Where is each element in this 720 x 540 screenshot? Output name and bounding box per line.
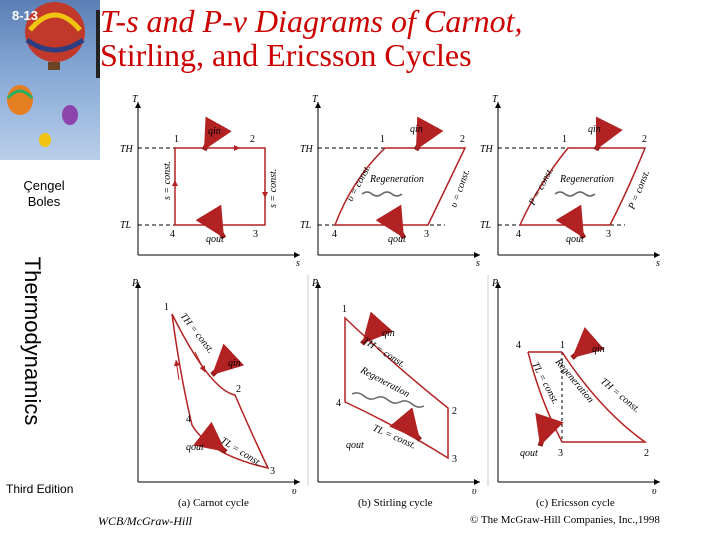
ericsson-pv-p4: 4 [516,340,521,351]
ericsson-pv-qout: qout [520,448,538,459]
ericsson-pv-qin: qin [592,344,605,355]
carnot-pv-qout: qout [186,442,204,453]
stirling-ts-diagram: T s TH TL 1 2 3 4 qin qout Regeneration … [300,94,480,269]
edition-label: Third Edition [6,482,74,496]
title-accent-bar [96,10,100,78]
carnot-pv-th-const: TH = const. [178,311,216,356]
caption-stirling: (b) Stirling cycle [358,497,433,509]
page-title: T-s and P-v Diagrams of Carnot, Stirling… [100,4,700,72]
carnot-pv-axis-v: υ [292,486,297,497]
ericsson-pv-th-const: TH = const. [598,376,642,415]
ericsson-ts-axis-t: T [492,94,499,105]
stirling-pv-axis-v: υ [472,486,477,497]
stirling-ts-qin: qin [410,124,423,135]
stirling-pv-regeneration: Regeneration [358,364,412,399]
book-title: Thermodynamics [20,256,45,426]
stirling-ts-tl: TL [300,220,312,231]
carnot-ts-p2: 2 [250,134,255,145]
stirling-pv-axis-p: P [311,278,318,289]
carnot-ts-p1: 1 [174,134,179,145]
stirling-pv-p3: 3 [452,454,457,465]
sidebar: 8-13 Çengel Boles Thermodynamics Third E… [0,0,100,540]
author-boles: Boles [27,194,61,209]
ericsson-ts-p2: 2 [642,134,647,145]
ericsson-ts-qin: qin [588,124,601,135]
stirling-ts-th: TH [300,144,314,155]
stirling-ts-axis-s: s [476,258,480,269]
carnot-ts-qout: qout [206,234,224,245]
stirling-ts-cycle [333,147,467,226]
stirling-ts-p2: 2 [460,134,465,145]
carnot-pv-p4: 4 [186,414,191,425]
stirling-pv-cycle [344,316,449,460]
author-cengel: Çengel [23,178,65,193]
stirling-pv-p1: 1 [342,304,347,315]
carnot-pv-p1: 1 [164,302,169,313]
stirling-ts-axis-t: T [312,94,319,105]
ericsson-ts-p3: 3 [606,229,611,240]
ericsson-pv-p1: 1 [560,340,565,351]
ericsson-pv-p3: 3 [558,448,563,459]
ericsson-ts-p1: 1 [562,134,567,145]
stirling-pv-p4: 4 [336,398,341,409]
carnot-ts-axis-t: T [132,94,139,105]
stirling-pv-diagram: P υ 1 2 3 4 qin qout Regeneration TH = c… [311,278,480,509]
carnot-ts-th: TH [120,144,134,155]
carnot-ts-s-const-right: s = const. [268,169,279,208]
carnot-pv-qin: qin [228,358,241,369]
ericsson-pv-axis-p: P [491,278,498,289]
carnot-ts-p3: 3 [253,229,258,240]
caption-carnot: (a) Carnot cycle [178,497,249,509]
carnot-ts-tl: TL [120,220,132,231]
ericsson-pv-axis-v: υ [652,486,657,497]
stirling-pv-th-const: TH = const. [360,335,407,370]
cycle-diagrams: T s TH TL 1 2 3 4 qin qout s = const. s … [120,94,660,509]
ericsson-ts-cycle [518,147,647,226]
ericsson-ts-tl: TL [480,220,492,231]
carnot-pv-cycle [171,313,270,470]
carnot-ts-qin: qin [208,126,221,137]
carnot-ts-axis-s: s [296,258,300,269]
title-line-1: T-s and P-v Diagrams of Carnot, [100,3,523,39]
stirling-pv-p2: 2 [452,406,457,417]
ericsson-ts-axis-s: s [656,258,660,269]
slide-number: 8-13 [12,8,39,23]
carnot-pv-axis-p: P [131,278,138,289]
carnot-pv-p3: 3 [270,466,275,477]
title-line-2: Stirling, and Ericsson Cycles [100,37,472,73]
ericsson-pv-diagram: P υ 4 1 2 3 qin qout Regeneration TL = c… [491,278,660,509]
stirling-pv-qout: qout [346,440,364,451]
ericsson-ts-regeneration: Regeneration [559,174,614,185]
stirling-pv-qin: qin [382,328,395,339]
stirling-ts-p3: 3 [424,229,429,240]
ericsson-ts-p-const-left: P = const. [526,166,556,209]
caption-ericsson: (c) Ericsson cycle [536,497,615,509]
ericsson-ts-th: TH [480,144,494,155]
author-names: Çengel Boles [14,178,74,210]
ericsson-ts-p-const-right: P = const. [626,169,652,212]
ericsson-ts-diagram: T s TH TL 1 2 3 4 qin qout Regeneration … [480,94,660,269]
carnot-ts-cycle [174,147,266,226]
ericsson-pv-cycle [527,351,648,443]
ericsson-ts-p4: 4 [516,229,521,240]
balloon-image: 8-13 [0,0,100,160]
ericsson-pv-p2: 2 [644,448,649,459]
carnot-ts-s-const-left: s = const. [162,161,173,200]
carnot-pv-diagram: P υ 1 2 3 4 qin qout TH = const. TL = co… [131,278,300,509]
stirling-ts-p4: 4 [332,229,337,240]
ericsson-ts-qout: qout [566,234,584,245]
stirling-ts-regeneration: Regeneration [369,174,424,185]
footer-copyright: © The McGraw-Hill Companies, Inc.,1998 [470,514,660,526]
footer-publisher: WCB/McGraw-Hill [98,514,192,528]
carnot-pv-p2: 2 [236,384,241,395]
balloon-icon [6,2,85,147]
carnot-ts-p4: 4 [170,229,175,240]
stirling-ts-qout: qout [388,234,406,245]
carnot-ts-diagram: T s TH TL 1 2 3 4 qin qout s = const. s … [120,94,300,269]
stirling-ts-p1: 1 [380,134,385,145]
